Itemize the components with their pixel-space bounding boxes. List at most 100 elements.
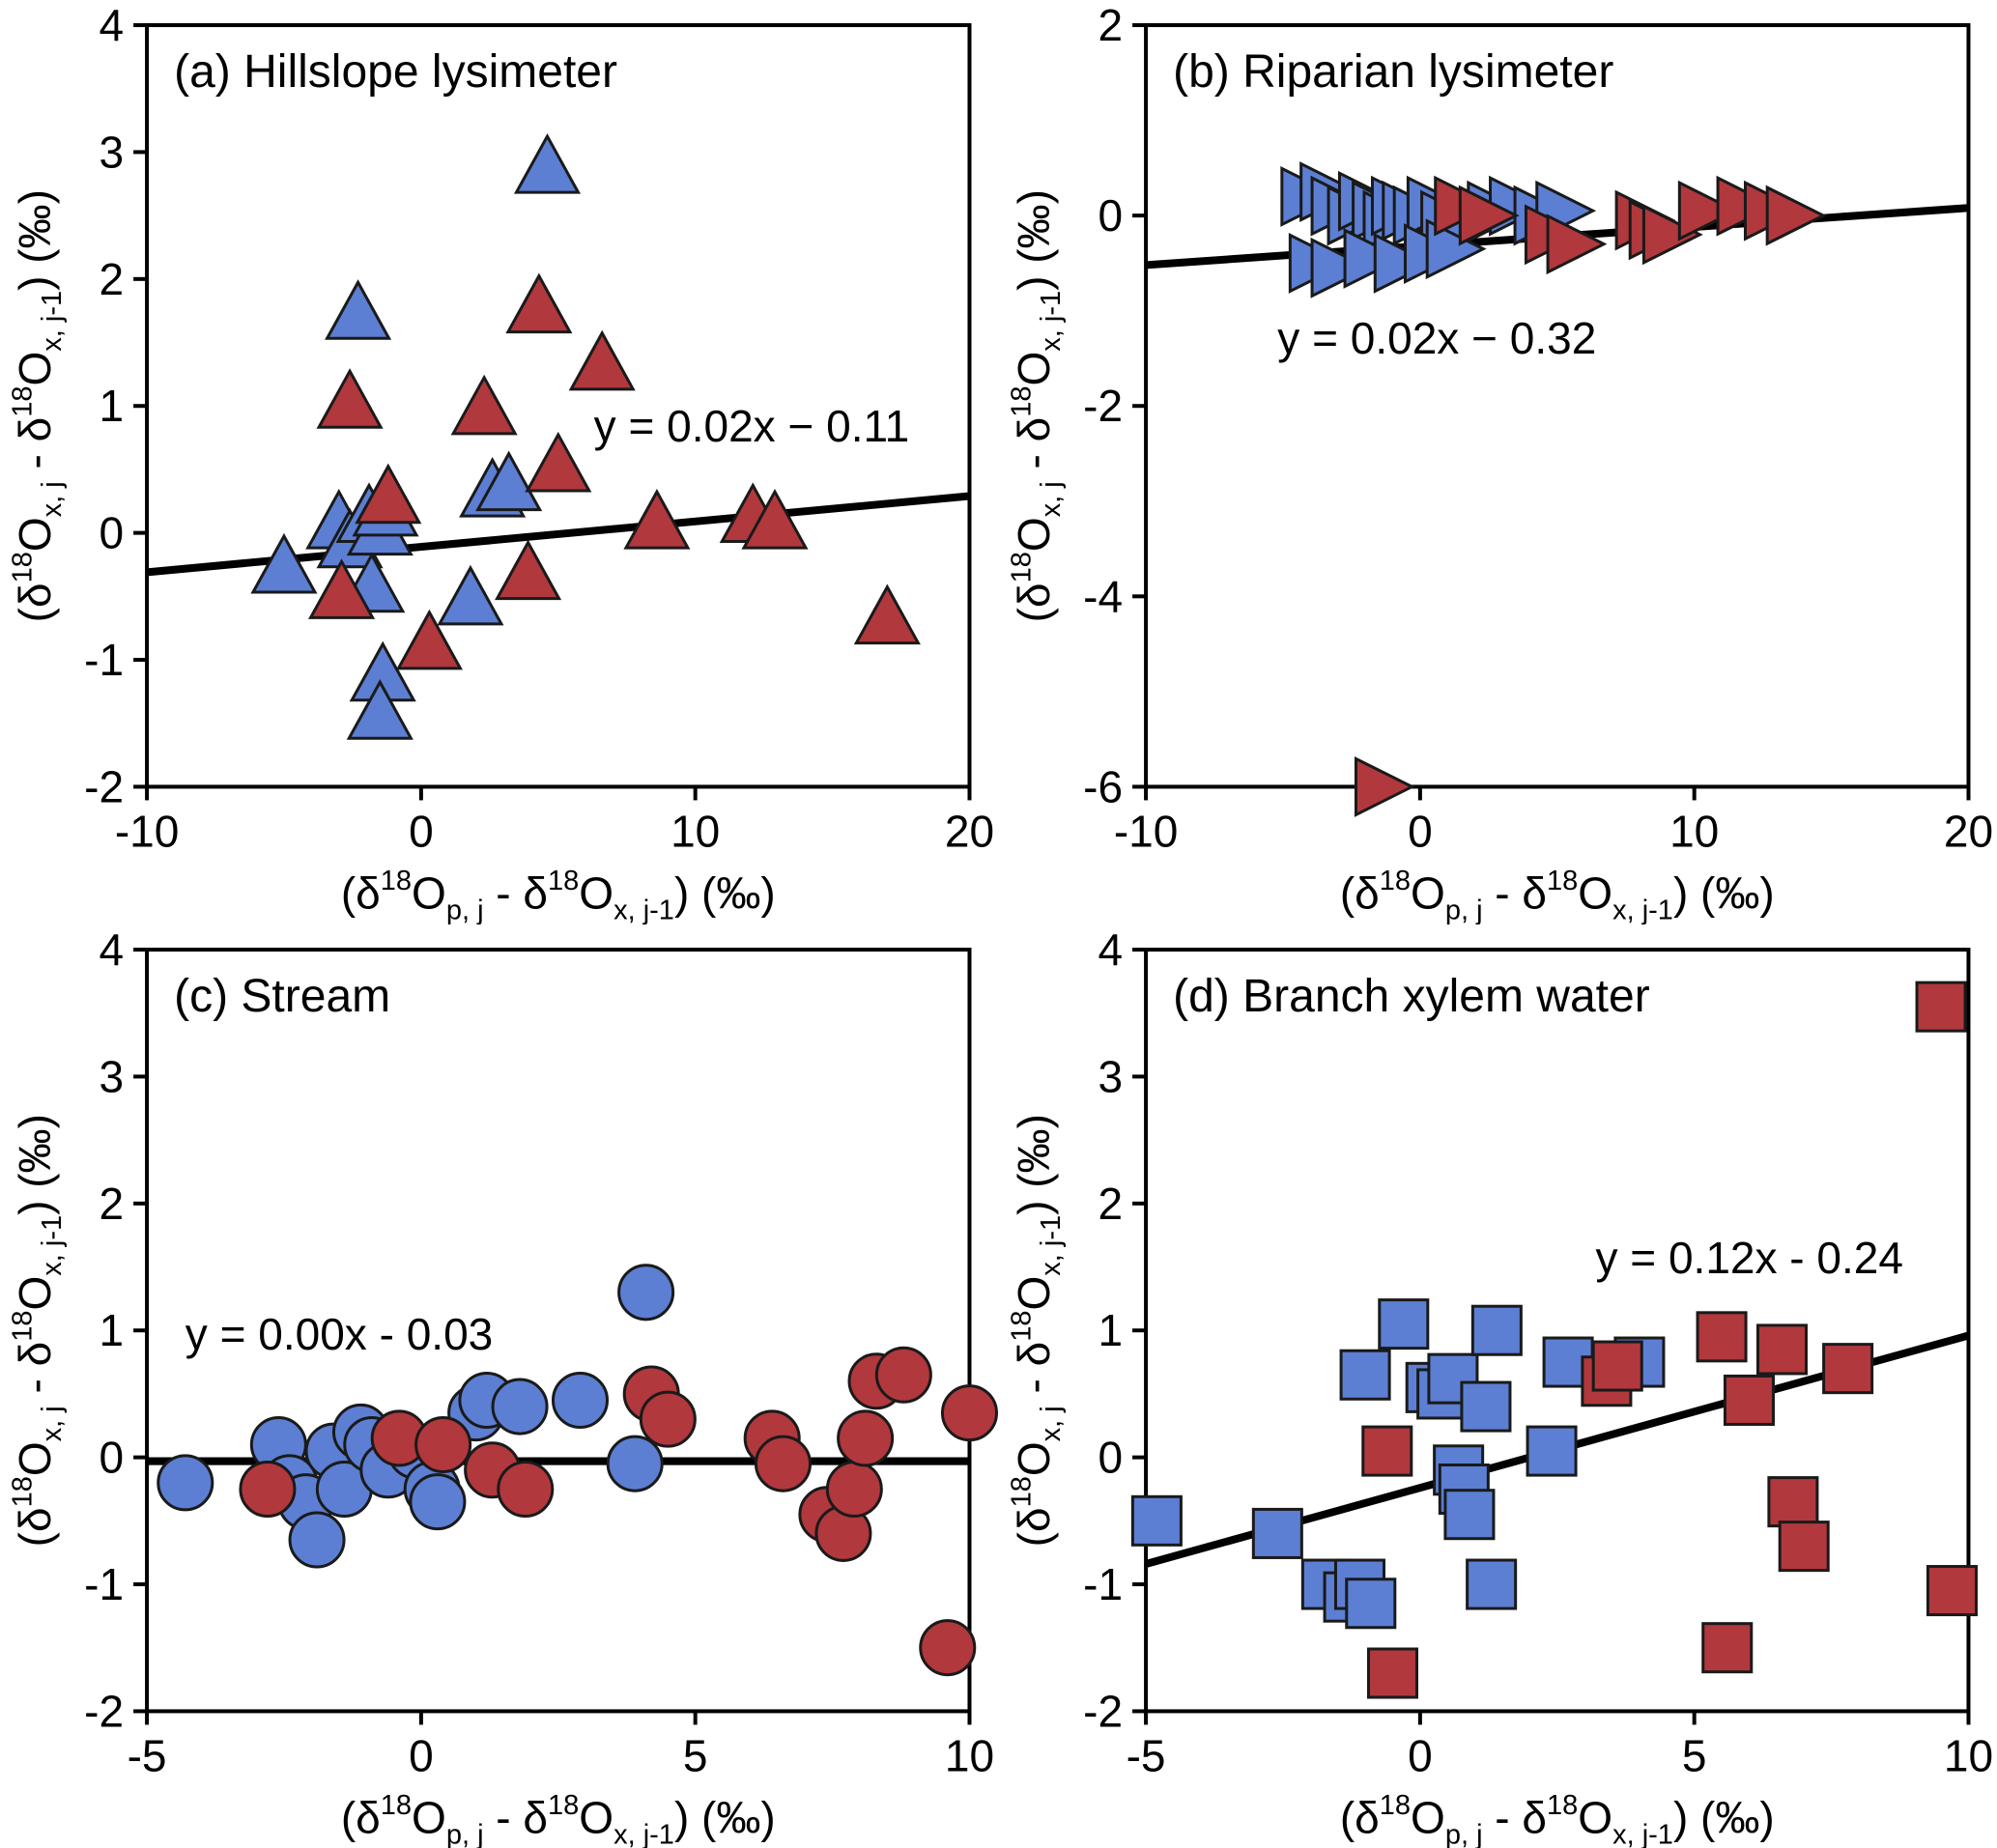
- x-tick-label: -5: [1126, 1730, 1165, 1780]
- panel-title: (c) Stream: [174, 971, 390, 1022]
- series-xylem-blue: [1130, 1297, 1665, 1629]
- marker-square: [1915, 981, 1967, 1033]
- marker-triangle-up: [346, 679, 414, 740]
- y-tick-label: 4: [99, 924, 124, 975]
- marker-circle: [414, 1415, 472, 1473]
- x-tick-label: -10: [1113, 806, 1178, 856]
- marker-square: [1470, 1304, 1523, 1356]
- marker-square: [1591, 1340, 1643, 1392]
- marker-triangle-right: [1373, 233, 1435, 294]
- y-tick-label: 3: [1098, 1051, 1123, 1101]
- series-riparian-red: [1354, 175, 1827, 817]
- marker-circle: [837, 1408, 895, 1466]
- marker-circle: [157, 1453, 214, 1511]
- x-tick-label: 10: [1943, 1730, 1992, 1780]
- y-tick-label: -2: [1083, 1686, 1123, 1736]
- marker-square: [1130, 1494, 1183, 1547]
- marker-square: [1366, 1646, 1418, 1699]
- y-tick-label: 0: [1098, 1432, 1123, 1482]
- marker-circle: [606, 1435, 664, 1493]
- marker-triangle-up: [316, 368, 384, 429]
- marker-square: [1723, 1374, 1775, 1426]
- marker-triangle-up: [325, 279, 392, 340]
- x-tick-label: 10: [670, 806, 720, 856]
- marker-triangle-up: [495, 539, 562, 601]
- marker-circle: [288, 1511, 346, 1569]
- marker-triangle-up: [623, 488, 691, 550]
- marker-square: [1339, 1349, 1391, 1401]
- equation-label: y = 0.02x − 0.32: [1277, 313, 1596, 363]
- x-axis-label: (δ18Op, j - δ18Ox, j-1) (‰): [341, 1790, 776, 1848]
- marker-square: [1766, 1475, 1818, 1527]
- equation-label: y = 0.02x − 0.11: [594, 401, 910, 451]
- y-axis-label: (δ18Ox, j - δ18Ox, j-1) (‰): [8, 1114, 68, 1547]
- y-axis-ticks: -6 -4 -2 0 2: [1083, 0, 1146, 811]
- y-tick-label: 1: [99, 381, 124, 431]
- y-tick-label: 3: [99, 1051, 124, 1101]
- marker-circle: [497, 1460, 555, 1518]
- marker-triangle-up: [741, 488, 809, 550]
- y-tick-label: 2: [1098, 0, 1123, 50]
- marker-square: [1778, 1520, 1830, 1572]
- marker-circle: [239, 1460, 297, 1518]
- marker-triangle-up: [437, 564, 504, 626]
- marker-square: [1377, 1297, 1429, 1350]
- marker-triangle-right: [1310, 237, 1371, 299]
- chart-d: -5 0 5 10 -2 -1 0 1 2 3 4 y = 0.12x - 0.24 (d) Branc…: [1006, 924, 1992, 1848]
- equation-label: y = 0.12x - 0.24: [1595, 1233, 1902, 1283]
- marker-circle: [940, 1383, 998, 1441]
- x-tick-label: 0: [1408, 806, 1433, 856]
- panel-title: (d) Branch xylem water: [1173, 971, 1650, 1022]
- x-axis-ticks: -10 0 10 20: [115, 786, 994, 856]
- marker-triangle-up: [450, 374, 518, 436]
- marker-triangle-up: [250, 532, 318, 594]
- y-axis-label: (δ18Ox, j - δ18Ox, j-1) (‰): [1006, 1114, 1066, 1547]
- x-tick-label: 5: [1681, 1730, 1706, 1780]
- marker-circle: [639, 1390, 697, 1448]
- x-axis-ticks: -5 0 5 10: [128, 1710, 994, 1780]
- marker-square: [1696, 1310, 1748, 1362]
- marker-triangle-right: [1641, 204, 1703, 266]
- marker-triangle-right: [1546, 213, 1607, 275]
- marker-square: [1459, 1380, 1511, 1433]
- marker-square: [1442, 1488, 1495, 1540]
- panel-b-riparian-lysimeter: -10 0 10 20 -6 -4 -2 0 2 y = 0.02x − 0.32 (b) Ripa…: [999, 0, 1997, 924]
- marker-triangle-up: [475, 450, 543, 512]
- panel-title: (b) Riparian lysimeter: [1173, 46, 1613, 98]
- marker-triangle-up: [308, 558, 376, 619]
- y-tick-label: 2: [1098, 1178, 1123, 1228]
- marker-triangle-right: [1677, 180, 1739, 242]
- y-tick-label: -1: [1083, 1559, 1123, 1609]
- x-tick-label: -5: [128, 1730, 167, 1780]
- marker-circle: [491, 1378, 549, 1436]
- x-tick-label: 20: [945, 806, 994, 856]
- marker-triangle-right: [1343, 228, 1404, 289]
- x-axis-label: (δ18Op, j - δ18Ox, j-1) (‰): [341, 866, 776, 924]
- x-axis-ticks: -10 0 10 20: [1113, 786, 1993, 856]
- y-axis-label: (δ18Ox, j - δ18Ox, j-1) (‰): [8, 189, 68, 622]
- panel-c-stream: -5 0 5 10 -2 -1 0 1 2 3 4 y = 0.00x - 0.03 (c) Strea…: [0, 924, 999, 1848]
- y-tick-label: 1: [1098, 1305, 1123, 1355]
- x-tick-label: 0: [409, 806, 434, 856]
- marker-circle: [874, 1346, 932, 1404]
- series-hillslope-blue: [250, 132, 582, 740]
- x-tick-label: 5: [683, 1730, 708, 1780]
- series-xylem-red: [1360, 981, 1978, 1699]
- chart-c: -5 0 5 10 -2 -1 0 1 2 3 4 y = 0.00x - 0.03 (c) Strea…: [8, 924, 998, 1848]
- marker-triangle-right: [1354, 755, 1415, 817]
- axes-box: [1143, 23, 1970, 789]
- marker-triangle-right: [1425, 218, 1487, 280]
- y-tick-label: -4: [1083, 571, 1123, 621]
- y-tick-label: 1: [99, 1305, 124, 1355]
- marker-circle: [551, 1371, 610, 1429]
- y-tick-label: 4: [99, 0, 124, 50]
- y-axis-label: (δ18Ox, j - δ18Ox, j-1) (‰): [1006, 189, 1066, 622]
- y-tick-label: 0: [1098, 190, 1123, 241]
- x-tick-label: 20: [1943, 806, 1992, 856]
- axes-box: [1143, 947, 1970, 1713]
- x-tick-label: -10: [115, 806, 180, 856]
- y-tick-label: -2: [84, 1686, 124, 1736]
- y-tick-label: -2: [84, 761, 124, 811]
- y-tick-label: -1: [84, 635, 124, 685]
- y-tick-label: -6: [1083, 761, 1123, 811]
